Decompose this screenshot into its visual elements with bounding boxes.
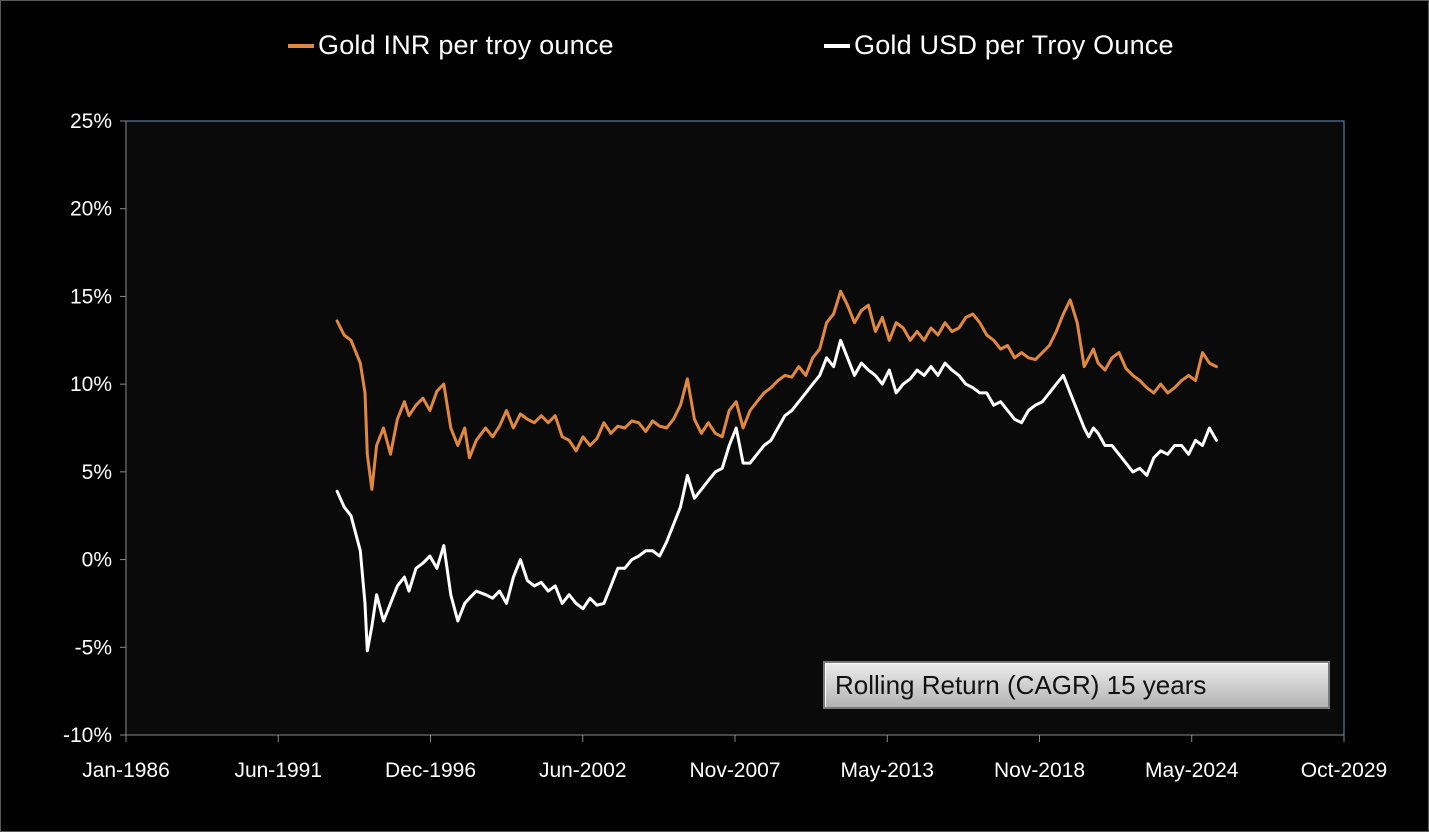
series-line-gold-inr bbox=[335, 289, 1218, 491]
x-tick-label: Dec-1996 bbox=[385, 759, 476, 782]
y-tick-label: 10% bbox=[70, 373, 112, 396]
legend-item-inr: Gold INR per troy ounce bbox=[288, 30, 614, 61]
legend-label-usd: Gold USD per Troy Ounce bbox=[854, 30, 1174, 60]
y-tick-label: 5% bbox=[82, 461, 112, 484]
y-tick-label: -5% bbox=[75, 636, 112, 659]
x-tick-label: Oct-2029 bbox=[1301, 759, 1387, 782]
x-tick-label: Jun-2002 bbox=[539, 759, 627, 782]
series-layer bbox=[335, 289, 1218, 653]
legend-item-usd: Gold USD per Troy Ounce bbox=[824, 30, 1174, 61]
x-tick-label: Nov-2018 bbox=[994, 759, 1085, 782]
series-line-gold-usd bbox=[335, 338, 1218, 653]
legend-label-inr: Gold INR per troy ounce bbox=[318, 30, 614, 60]
y-axis: 25% 20% 15% 10% 5% 0% -5% -10% bbox=[63, 110, 127, 747]
legend-swatch-inr bbox=[288, 43, 314, 48]
x-tick-label: Nov-2007 bbox=[689, 759, 780, 782]
y-tick-label: -10% bbox=[63, 724, 112, 747]
x-tick-label: Jun-1991 bbox=[234, 759, 322, 782]
y-tick-label: 20% bbox=[70, 198, 112, 221]
y-tick-label: 25% bbox=[70, 110, 112, 133]
y-tick-label: 15% bbox=[70, 285, 112, 308]
x-tick-label: May-2013 bbox=[841, 759, 934, 782]
x-axis: Jan-1986 Jun-1991 Dec-1996 Jun-2002 Nov-2007… bbox=[82, 734, 1387, 782]
x-tick-label: May-2024 bbox=[1145, 759, 1239, 782]
legend: Gold INR per troy ounce Gold USD per Tro… bbox=[0, 30, 1429, 70]
annotation-box: Rolling Return (CAGR) 15 years bbox=[823, 661, 1330, 709]
y-tick-label: 0% bbox=[82, 549, 112, 572]
legend-swatch-usd bbox=[824, 43, 850, 48]
x-tick-label: Jan-1986 bbox=[82, 759, 170, 782]
